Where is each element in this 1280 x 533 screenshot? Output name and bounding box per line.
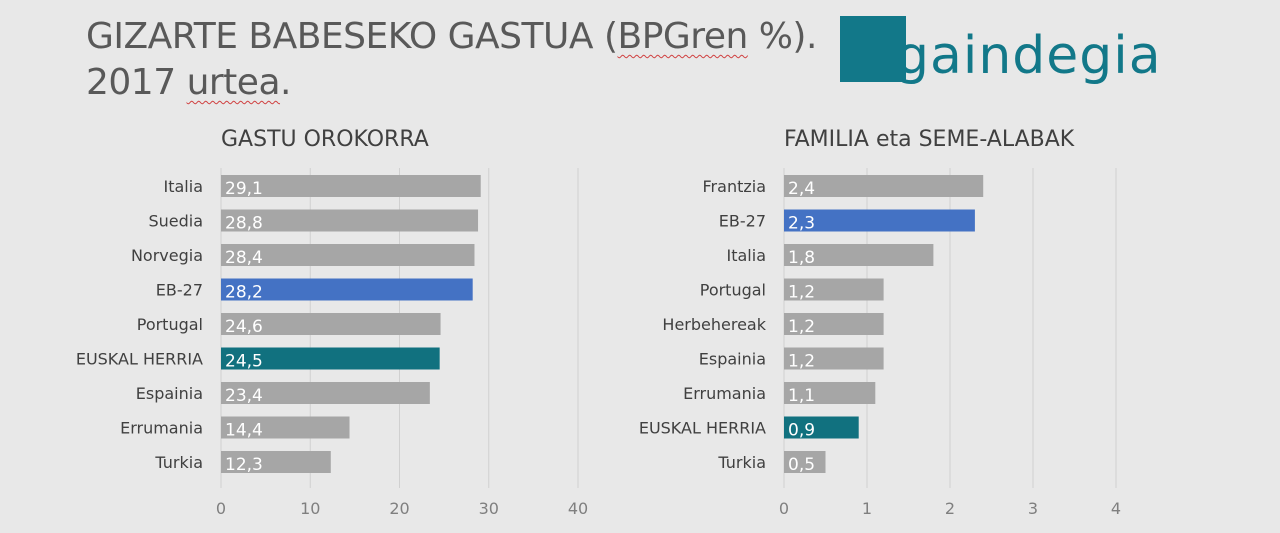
bar — [784, 347, 884, 370]
x-tick-label: 3 — [1028, 499, 1038, 518]
category-label: Frantzia — [703, 177, 766, 196]
data-label: 29,1 — [225, 179, 263, 199]
category-label: EUSKAL HERRIA — [76, 350, 203, 369]
data-label: 12,3 — [225, 455, 263, 475]
bar — [221, 451, 331, 473]
data-label: 14,4 — [225, 421, 263, 441]
category-label: Errumania — [683, 384, 766, 403]
bar — [221, 244, 475, 266]
data-label: 2,3 — [788, 214, 815, 234]
bar — [784, 313, 884, 335]
bar — [784, 209, 975, 232]
bar — [784, 416, 859, 439]
data-label: 0,5 — [788, 455, 815, 475]
data-label: 1,2 — [788, 352, 815, 372]
category-label: Portugal — [700, 281, 766, 300]
title-text: %). — [747, 16, 818, 57]
data-label: 23,4 — [225, 386, 263, 406]
data-label: 1,2 — [788, 283, 815, 303]
x-tick-label: 10 — [300, 499, 320, 518]
chart-title: FAMILIA eta SEME-ALABAK — [784, 127, 1075, 152]
title-text: urtea — [186, 62, 281, 103]
data-label: 24,6 — [225, 317, 263, 337]
category-label: Italia — [727, 246, 767, 265]
category-label: Suedia — [148, 212, 203, 231]
bar — [221, 278, 473, 301]
title-line-2: 2017 urtea. — [86, 60, 817, 106]
title-text: BPGren — [617, 16, 749, 57]
title-line-1: GIZARTE BABESEKO GASTUA (BPGren %). — [86, 14, 817, 60]
bar — [784, 451, 826, 473]
bar — [221, 382, 430, 404]
bar — [784, 382, 876, 404]
title-text: 2017 — [86, 62, 187, 103]
category-label: Norvegia — [131, 246, 203, 265]
data-label: 1,8 — [788, 248, 815, 268]
data-label: 1,2 — [788, 317, 815, 337]
title-text: GIZARTE BABESEKO GASTUA ( — [86, 16, 618, 57]
x-tick-label: 2 — [945, 499, 955, 518]
data-label: 1,1 — [788, 386, 815, 406]
category-label: EUSKAL HERRIA — [639, 419, 766, 438]
x-tick-label: 0 — [216, 499, 226, 518]
category-label: Turkia — [717, 453, 766, 472]
data-label: 0,9 — [788, 421, 815, 441]
bar — [784, 244, 934, 266]
category-label: Portugal — [137, 315, 203, 334]
x-tick-label: 1 — [862, 499, 872, 518]
bar — [784, 278, 884, 301]
bar — [221, 175, 481, 197]
data-label: 28,8 — [225, 214, 263, 234]
bar — [221, 209, 479, 232]
x-tick-label: 4 — [1111, 499, 1121, 518]
category-label: Turkia — [154, 453, 203, 472]
category-label: Italia — [164, 177, 204, 196]
chart-title: GASTU OROKORRA — [221, 127, 429, 152]
gaindegia-logo: gaindegia — [840, 16, 1161, 88]
logo-text: gaindegia — [896, 26, 1162, 86]
category-label: EB-27 — [719, 212, 766, 231]
category-label: EB-27 — [156, 281, 203, 300]
category-label: Errumania — [120, 419, 203, 438]
data-label: 28,4 — [225, 248, 263, 268]
bar — [221, 416, 350, 439]
page-title: GIZARTE BABESEKO GASTUA (BPGren %). 2017… — [86, 14, 817, 106]
bar — [221, 313, 441, 335]
x-tick-label: 30 — [479, 499, 499, 518]
data-label: 28,2 — [225, 283, 263, 303]
bar — [221, 347, 440, 370]
data-label: 24,5 — [225, 352, 263, 372]
title-text: . — [280, 62, 291, 103]
x-tick-label: 40 — [568, 499, 588, 518]
logo-mark — [840, 16, 906, 82]
category-label: Espainia — [136, 384, 203, 403]
category-label: Espainia — [699, 350, 766, 369]
data-label: 2,4 — [788, 179, 815, 199]
x-tick-label: 20 — [389, 499, 409, 518]
bar — [784, 175, 984, 197]
x-tick-label: 0 — [779, 499, 789, 518]
category-label: Herbehereak — [662, 315, 766, 334]
